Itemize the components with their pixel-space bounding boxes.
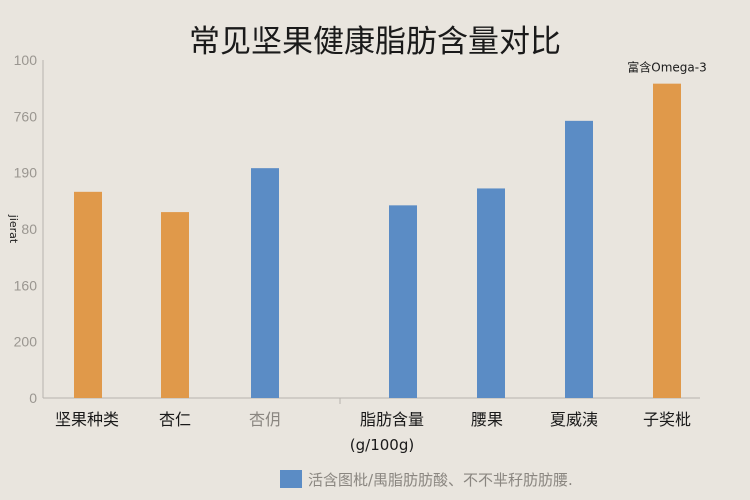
- x-tick-label: 腰果: [471, 410, 503, 429]
- x-tick-label: 杏仁: [159, 410, 191, 429]
- legend-swatch: [280, 470, 302, 488]
- chart-title: 常见坚果健康脂肪含量对比: [189, 24, 561, 60]
- bar: [477, 188, 505, 398]
- bar: [565, 120, 593, 398]
- x-tick-label: 坚果种类: [55, 410, 119, 429]
- x-axis-label: (g/100g): [350, 436, 414, 454]
- y-tick-label: 100: [14, 52, 38, 68]
- y-tick-label: 200: [14, 334, 38, 350]
- x-tick-label: 杏仴: [249, 410, 281, 429]
- bar: [74, 191, 102, 398]
- bar: [389, 205, 417, 398]
- bar: [653, 83, 681, 398]
- bar: [161, 212, 189, 398]
- bar-annotation: 富含Omega-3: [627, 60, 706, 75]
- x-tick-label: 夏威洟: [550, 410, 598, 429]
- y-tick-label: 0: [29, 390, 37, 406]
- y-tick-label: 160: [14, 277, 38, 293]
- x-tick-label: 子奖枇: [643, 410, 691, 429]
- y-tick-label: 190: [14, 165, 38, 181]
- bar: [251, 168, 279, 398]
- y-axis-label: jierat: [7, 214, 20, 244]
- y-tick-label: 80: [21, 221, 37, 237]
- legend-label: 活含图枇/禺脂肪肪酸、不不芈秄肪肪腰.: [308, 471, 573, 489]
- y-tick-label: 760: [14, 108, 38, 124]
- x-tick-label: 脂肪含量: [360, 410, 424, 429]
